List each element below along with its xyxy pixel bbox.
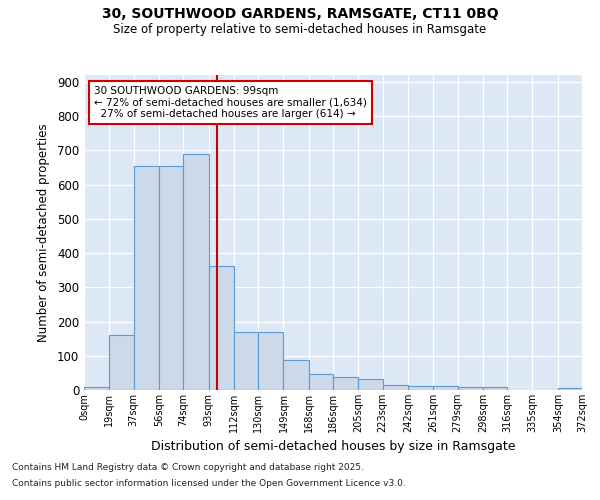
- Text: 30 SOUTHWOOD GARDENS: 99sqm
← 72% of semi-detached houses are smaller (1,634)
  : 30 SOUTHWOOD GARDENS: 99sqm ← 72% of sem…: [94, 86, 367, 119]
- Bar: [234, 332, 258, 390]
- Bar: [483, 388, 507, 390]
- Bar: [309, 374, 333, 390]
- Text: Contains public sector information licensed under the Open Government Licence v3: Contains public sector information licen…: [12, 478, 406, 488]
- Bar: [458, 386, 483, 390]
- Bar: [333, 378, 358, 390]
- Bar: [258, 332, 283, 390]
- X-axis label: Distribution of semi-detached houses by size in Ramsgate: Distribution of semi-detached houses by …: [151, 440, 515, 454]
- Bar: [383, 385, 408, 390]
- Bar: [109, 335, 134, 390]
- Text: Size of property relative to semi-detached houses in Ramsgate: Size of property relative to semi-detach…: [113, 22, 487, 36]
- Bar: [358, 379, 383, 390]
- Bar: [159, 166, 183, 390]
- Bar: [433, 386, 458, 390]
- Text: Contains HM Land Registry data © Crown copyright and database right 2025.: Contains HM Land Registry data © Crown c…: [12, 464, 364, 472]
- Bar: [408, 386, 433, 390]
- Bar: [558, 388, 582, 390]
- Bar: [84, 388, 109, 390]
- Bar: [134, 166, 159, 390]
- Bar: [209, 266, 234, 390]
- Bar: [283, 360, 309, 390]
- Bar: [183, 154, 209, 390]
- Text: 30, SOUTHWOOD GARDENS, RAMSGATE, CT11 0BQ: 30, SOUTHWOOD GARDENS, RAMSGATE, CT11 0B…: [101, 8, 499, 22]
- Y-axis label: Number of semi-detached properties: Number of semi-detached properties: [37, 123, 50, 342]
